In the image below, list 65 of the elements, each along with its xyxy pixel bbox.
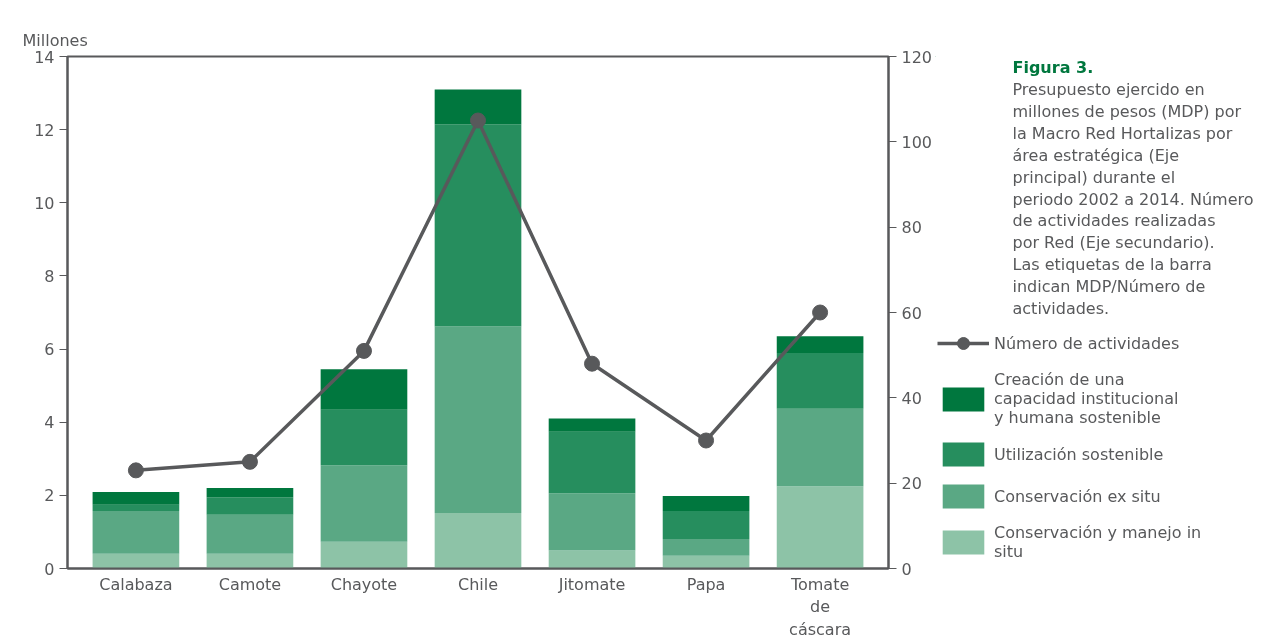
y-axis-title: Millones: [22, 30, 88, 50]
y-tick-label: 14: [34, 47, 55, 67]
bar: [320, 369, 408, 410]
x-tick-label: Tomate de cáscara: [789, 574, 852, 640]
bar: [662, 511, 750, 539]
bar: [548, 418, 636, 432]
bar: [548, 493, 636, 551]
bar: [548, 550, 636, 569]
y-tick-label: 10: [34, 193, 55, 213]
bar: [434, 512, 522, 569]
bar: [320, 465, 408, 542]
y-tick-label: 0: [44, 559, 55, 579]
bar: [776, 486, 864, 569]
point: [127, 462, 144, 479]
bar: [434, 326, 522, 513]
legend-label: Creación de una capacidad institucional y humana sostenible: [994, 370, 1179, 427]
y2-tick-label: 100: [901, 132, 933, 152]
bar: [434, 124, 522, 327]
y-tick-label: 12: [34, 120, 55, 140]
y2-tick-label: 20: [901, 474, 922, 494]
legend-label: Conservación ex situ: [994, 486, 1161, 506]
bar: [662, 555, 750, 569]
y-tick-label: 6: [44, 340, 55, 360]
text: Figura 3.: [1012, 58, 1094, 78]
bar: [206, 514, 294, 554]
legend-label: Conservación y manejo in situ: [994, 523, 1202, 561]
x-tick-label: Chile: [457, 574, 499, 594]
point: [812, 304, 829, 321]
legend-label: Utilización sostenible: [994, 444, 1164, 464]
bar: [662, 496, 750, 512]
bar: [206, 488, 294, 498]
bar: [776, 353, 864, 409]
bar: [434, 89, 522, 125]
bar: [92, 511, 180, 554]
x-tick-label: Chayote: [330, 574, 398, 594]
bar: [776, 336, 864, 354]
point: [698, 432, 715, 449]
x-tick-label: Calabaza: [99, 574, 173, 594]
bar: [92, 553, 180, 569]
y2-tick-label: 0: [901, 559, 912, 579]
bar: [206, 497, 294, 515]
y2-tick-label: 120: [901, 47, 933, 67]
y2-tick-label: 40: [901, 388, 922, 408]
bar: [206, 553, 294, 569]
legend-label: Número de actividades: [994, 333, 1180, 353]
y-tick-label: 8: [44, 266, 55, 286]
bar: [548, 431, 636, 494]
bar: [320, 409, 408, 466]
text: Presupuesto ejercido en millones de pesos (MDP) por la Macro Red Hortalizas por área estratégica (Eje principal) durante el periodo 2002 a 2014. Número de actividades realizadas por Red (Eje secundario). Las etiquetas de la barra indican MDP/Número de actividades.: [1012, 80, 1254, 318]
bar: [320, 541, 408, 569]
point: [241, 453, 258, 470]
bar: [662, 538, 750, 556]
y2-tick-label: 60: [901, 303, 922, 323]
y-tick-label: 2: [44, 486, 55, 506]
bar: [776, 408, 864, 487]
point: [355, 342, 372, 359]
bar: [92, 504, 180, 512]
point: [470, 112, 486, 129]
y2-tick-label: 80: [901, 218, 922, 238]
x-tick-label: Jitomate: [557, 574, 626, 594]
bar: [92, 492, 180, 505]
y-tick-label: 4: [44, 413, 55, 433]
point: [584, 355, 601, 372]
x-tick-label: Papa: [686, 574, 726, 594]
x-tick-label: Camote: [218, 574, 282, 594]
